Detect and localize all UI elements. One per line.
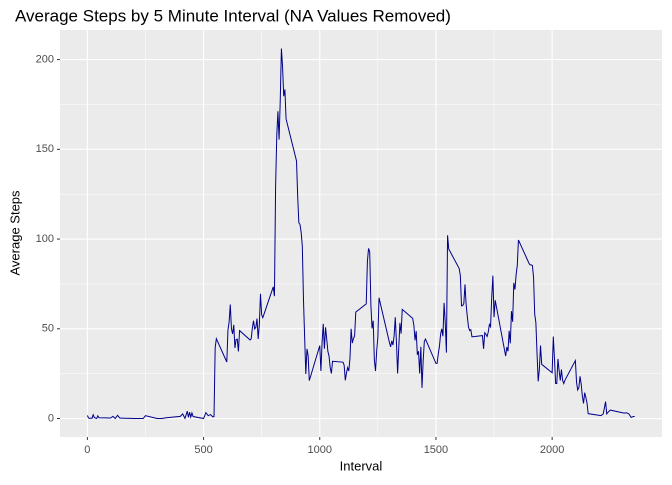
y-tick-label: 100 [36,233,54,245]
y-tick-label: 200 [36,54,54,66]
x-tick-label: 0 [84,444,90,456]
y-tick-label: 0 [48,412,54,424]
x-tick-label: 2000 [540,444,564,456]
y-axis-label: Average Steps [7,190,22,276]
panel [60,30,662,437]
data-line [86,48,635,420]
x-axis-label: Interval [340,458,383,473]
y-tick-label: 150 [36,143,54,155]
chart-title: Average Steps by 5 Minute Interval (NA V… [15,6,451,25]
x-tick-label: 1500 [424,444,448,456]
x-tick-label: 1000 [308,444,332,456]
x-tick-label: 500 [194,444,212,456]
y-tick-label: 50 [42,323,54,335]
